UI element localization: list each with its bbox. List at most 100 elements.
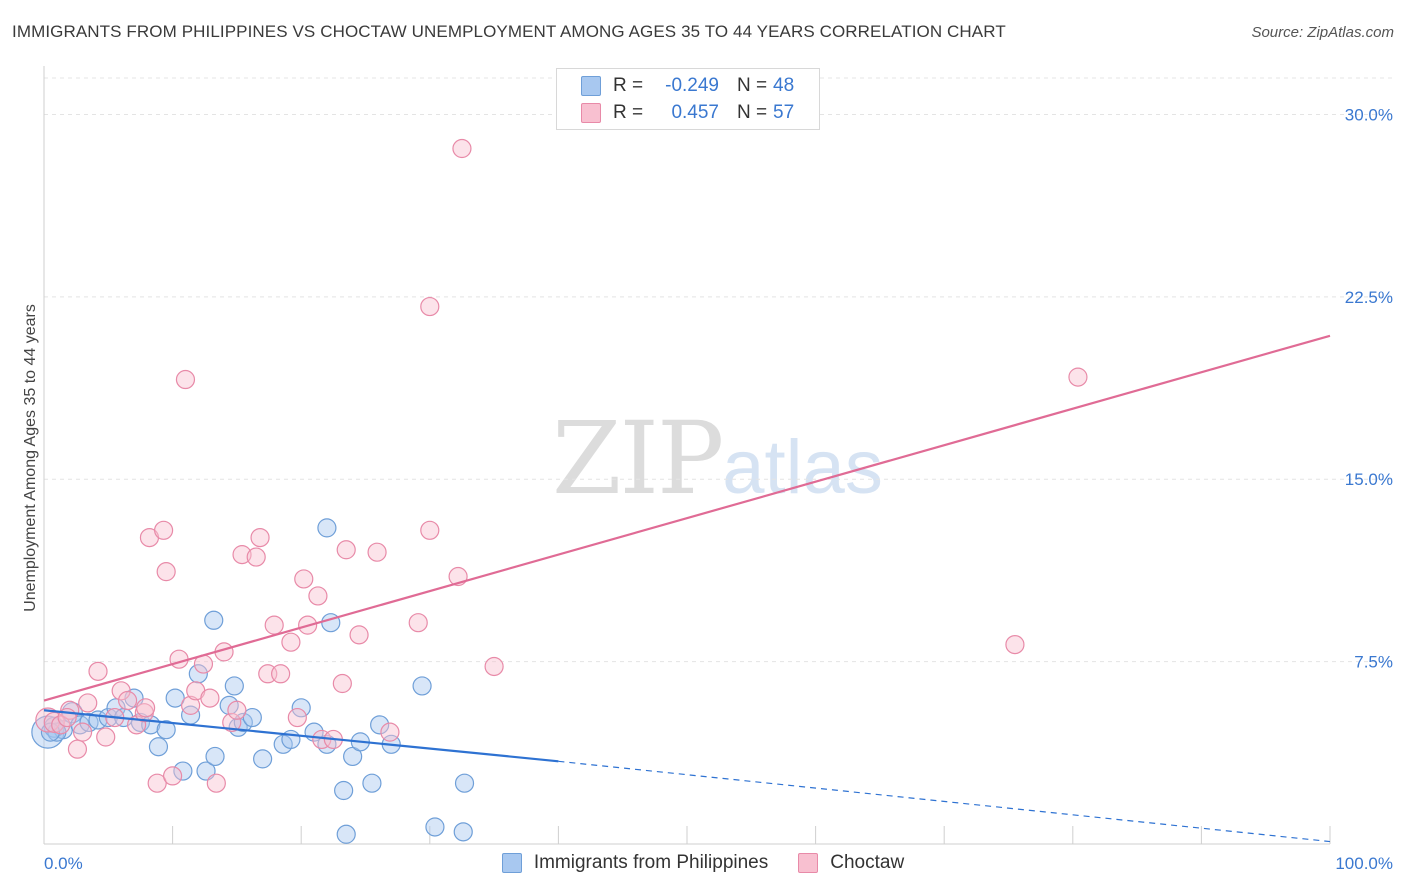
choctaw-point	[332, 673, 352, 694]
choctaw-point	[35, 707, 61, 733]
choctaw-point	[1005, 634, 1025, 655]
philippines-point	[173, 761, 193, 781]
choctaw-point	[135, 698, 156, 718]
legend-label-philippines: Immigrants from Philippines	[533, 852, 769, 873]
chart-title: IMMIGRANTS FROM PHILIPPINES VS CHOCTAW U…	[12, 22, 1006, 41]
legend-n-label: N =	[737, 102, 768, 123]
choctaw-point	[169, 649, 189, 669]
y-axis-label: Unemployment Among Ages 35 to 44 years	[22, 304, 39, 612]
choctaw-point	[1068, 367, 1088, 387]
philippines-point	[425, 817, 445, 837]
choctaw-trendline	[43, 334, 1331, 702]
legend-item-philippines[interactable]: Immigrants from Philippines	[501, 852, 769, 874]
x-tick-label-min: 0.0%	[44, 854, 83, 873]
philippines-point	[165, 688, 185, 708]
choctaw-point	[51, 715, 71, 735]
choctaw-point	[156, 562, 176, 582]
choctaw-point	[452, 138, 472, 159]
choctaw-point	[367, 542, 387, 562]
choctaw-point	[294, 569, 314, 589]
choctaw-point	[287, 707, 307, 728]
legend-n-label: N =	[737, 75, 768, 96]
philippines-point	[204, 610, 224, 630]
correlation-legend: R = -0.249 N = 48 R = 0.457 N = 57	[556, 68, 820, 130]
watermark: ZIPatlas	[552, 400, 883, 517]
choctaw-point	[175, 369, 196, 390]
choctaw-point	[67, 739, 88, 759]
philippines-trendline-extension	[558, 760, 1331, 843]
philippines-point	[454, 773, 475, 793]
choctaw-point	[43, 711, 65, 734]
legend-r-label: R =	[613, 102, 644, 123]
x-tick-label-max: 100.0%	[1335, 854, 1393, 873]
legend-n-value: 57	[773, 102, 795, 123]
legend-r-value: -0.249	[665, 75, 719, 96]
choctaw-point	[246, 547, 266, 567]
series-legend: Immigrants from Philippines Choctaw	[0, 852, 1406, 874]
legend-r-label: R =	[613, 75, 644, 96]
choctaw-point	[111, 681, 131, 701]
philippines-point	[253, 749, 273, 769]
choctaw-point	[227, 700, 247, 720]
choctaw-point	[153, 520, 174, 540]
philippines-point	[362, 773, 382, 793]
legend-item-choctaw[interactable]: Choctaw	[798, 852, 904, 874]
philippines-trendline	[43, 709, 559, 763]
choctaw-point	[250, 527, 270, 548]
philippines-point	[224, 676, 244, 696]
choctaw-point	[308, 586, 328, 606]
philippines-point	[334, 780, 354, 801]
philippines-point	[233, 712, 253, 733]
philippines-point	[336, 824, 356, 844]
choctaw-point	[206, 773, 226, 793]
choctaw-point	[232, 545, 252, 565]
philippines-point	[412, 676, 432, 696]
legend-row-choctaw: R = 0.457 N = 57	[581, 100, 794, 126]
legend-swatch-philippines	[581, 76, 601, 96]
source-label: Source: ZipAtlas.com	[1251, 24, 1394, 41]
legend-swatch-choctaw	[581, 103, 601, 123]
choctaw-point	[147, 773, 167, 793]
choctaw-point	[200, 688, 220, 708]
choctaw-point	[484, 656, 504, 677]
watermark-zip: ZIP	[552, 400, 724, 517]
y-tick-label: 15.0%	[1345, 470, 1393, 489]
legend-swatch-choctaw	[798, 853, 819, 873]
philippines-point	[291, 698, 311, 718]
choctaw-point	[271, 664, 291, 684]
choctaw-point	[408, 613, 428, 633]
philippines-point	[156, 720, 176, 740]
choctaw-point	[88, 661, 108, 681]
choctaw-point	[380, 722, 400, 742]
philippines-point	[317, 518, 337, 538]
choctaw-point	[117, 690, 138, 711]
legend-r-value: 0.457	[671, 102, 719, 123]
watermark-atlas: atlas	[722, 425, 883, 510]
legend-swatch-philippines	[501, 853, 522, 873]
choctaw-point	[349, 625, 369, 645]
choctaw-point	[281, 632, 301, 652]
choctaw-point	[264, 615, 284, 635]
choctaw-point	[420, 296, 440, 317]
legend-label-choctaw: Choctaw	[830, 852, 905, 873]
choctaw-point	[60, 700, 80, 720]
choctaw-point	[420, 520, 440, 540]
y-tick-label: 30.0%	[1345, 105, 1393, 124]
choctaw-point	[181, 695, 201, 715]
philippines-point	[148, 737, 169, 757]
choctaw-point	[336, 540, 356, 560]
philippines-point	[205, 746, 225, 767]
choctaw-point	[163, 766, 183, 786]
philippines-point	[453, 822, 473, 842]
choctaw-point	[222, 712, 242, 733]
y-tick-label: 22.5%	[1345, 288, 1393, 307]
y-tick-label: 7.5%	[1354, 653, 1393, 672]
choctaw-point	[78, 693, 98, 713]
choctaw-point	[96, 727, 116, 747]
legend-row-philippines: R = -0.249 N = 48	[581, 73, 794, 99]
legend-n-value: 48	[773, 75, 795, 96]
philippines-point	[370, 715, 390, 735]
choctaw-point	[72, 722, 93, 742]
philippines-point	[242, 707, 262, 728]
